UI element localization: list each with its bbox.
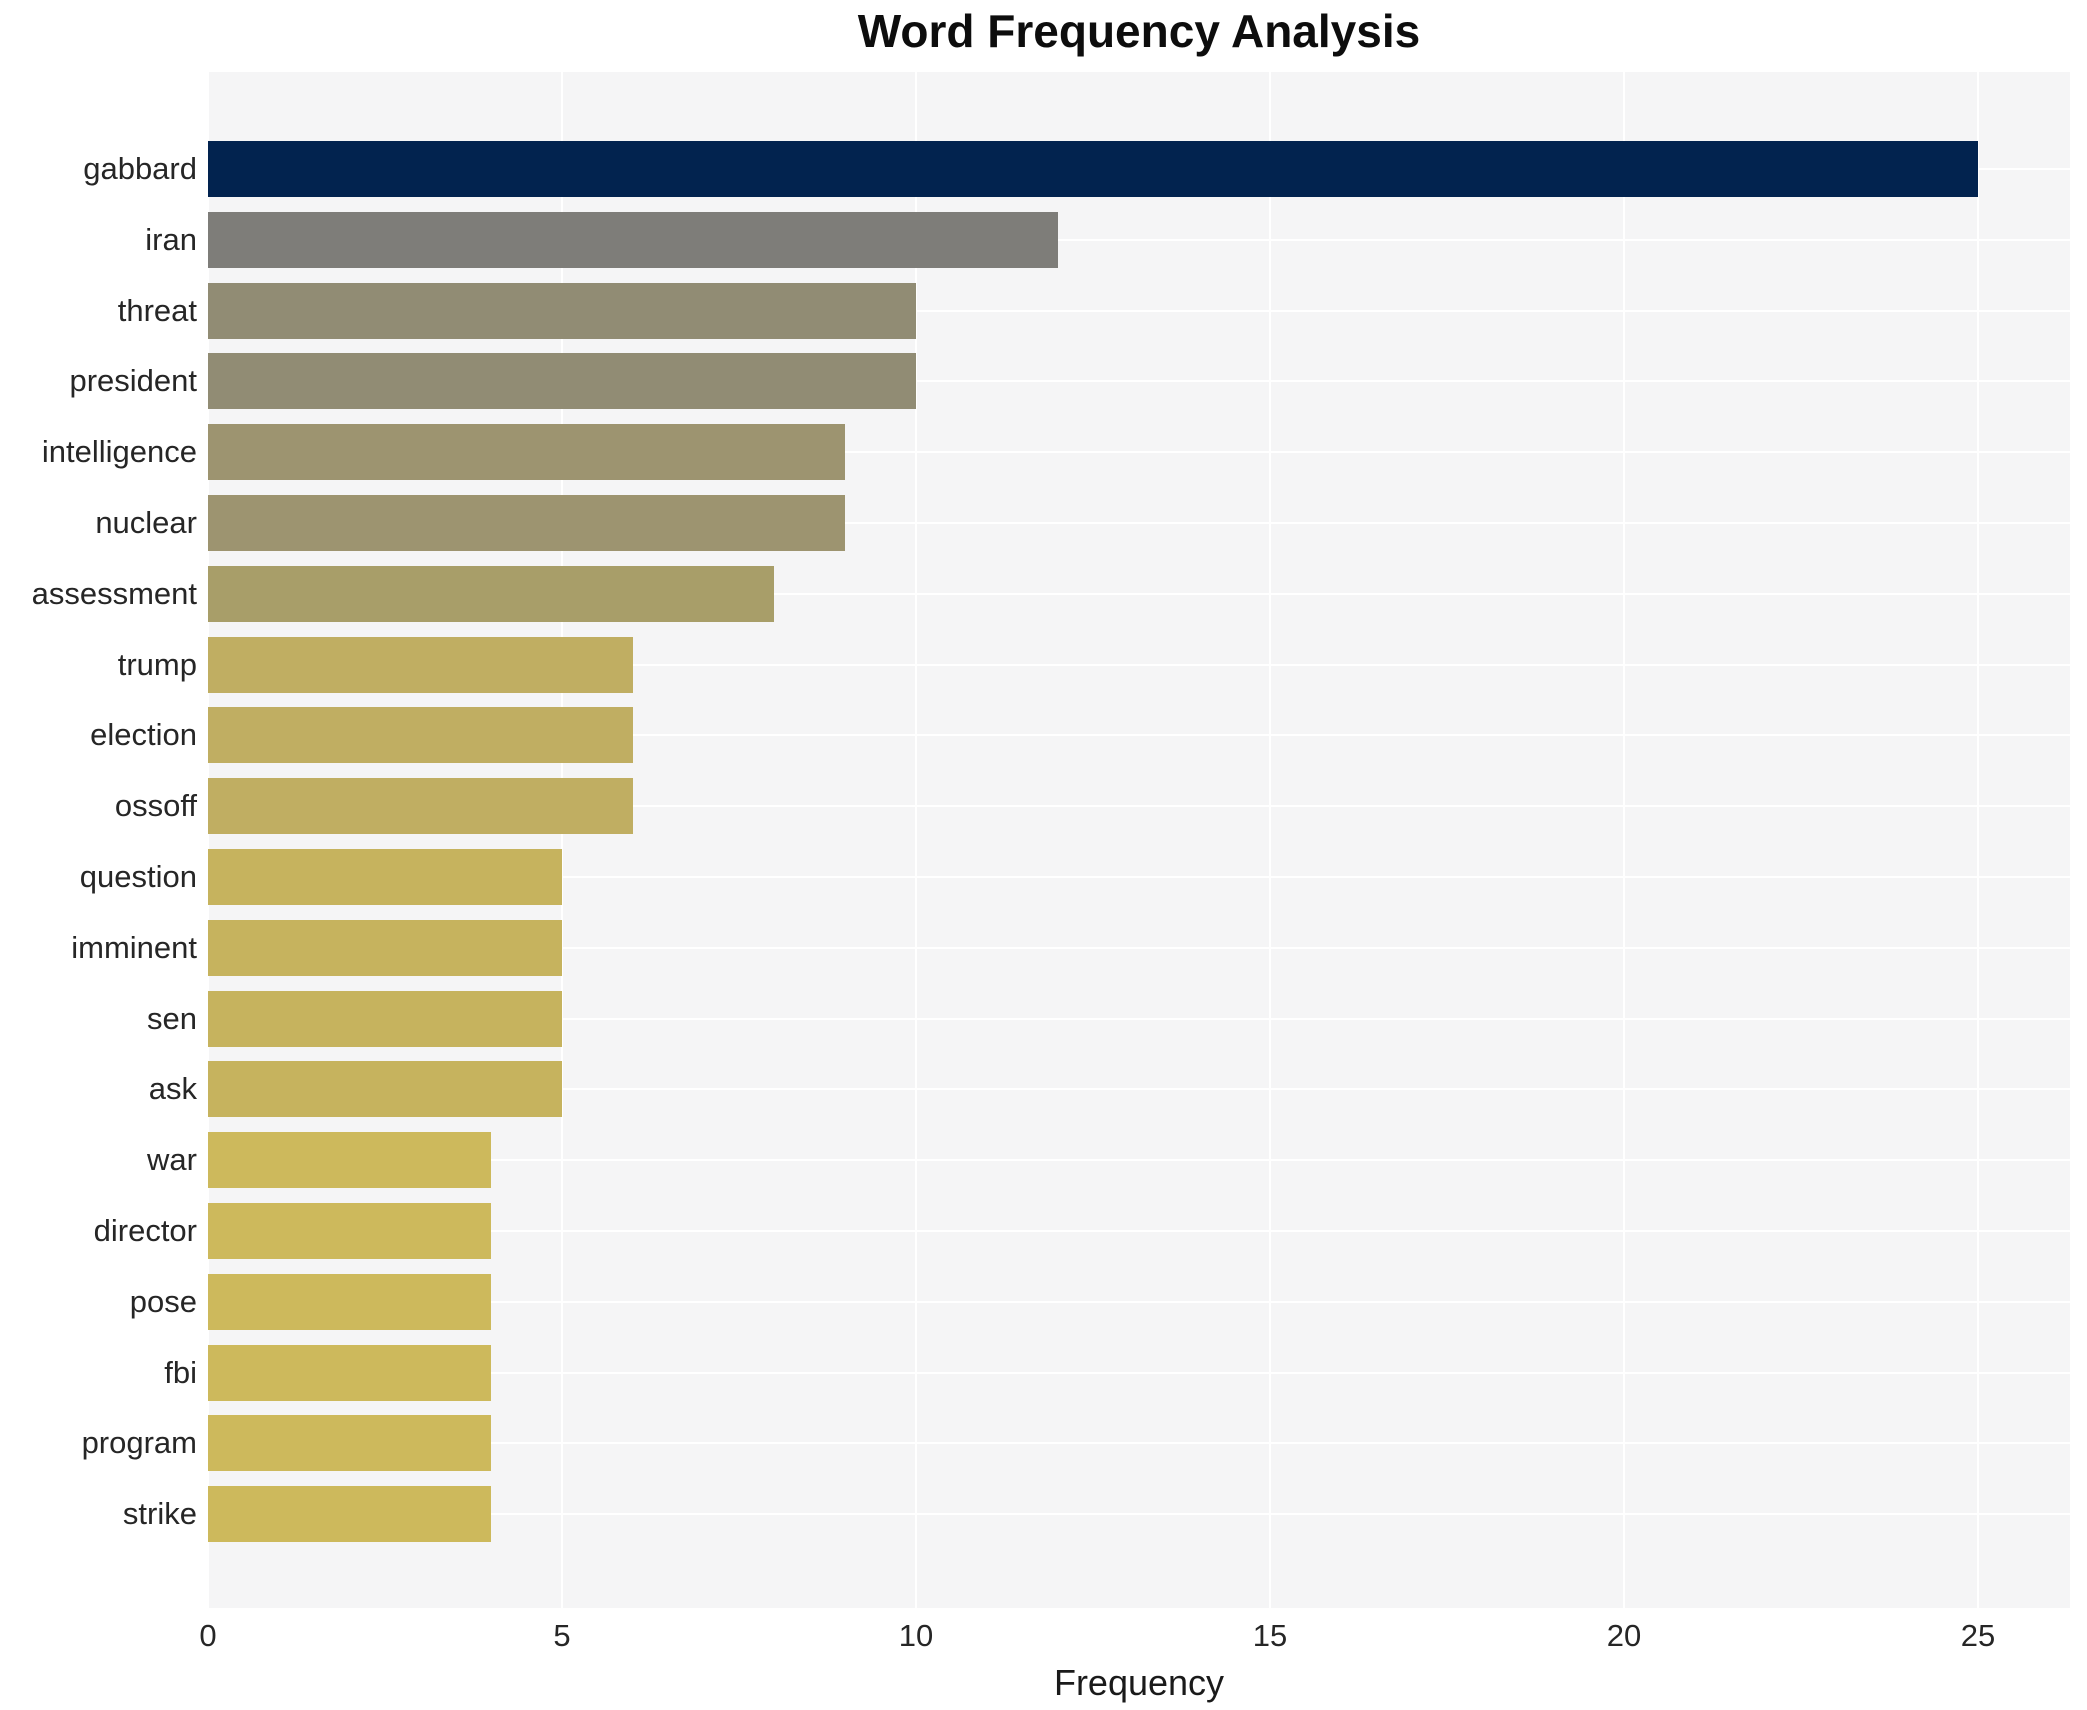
horizontal-gridline-ossoff — [208, 805, 2070, 808]
bar-ask — [208, 1061, 562, 1118]
bar-director — [208, 1203, 492, 1259]
y-label-pose: pose — [129, 1283, 197, 1319]
x-tick-label-0: 0 — [199, 1618, 217, 1653]
y-label-war: war — [147, 1142, 197, 1178]
horizontal-gridline-threat — [208, 309, 2070, 312]
horizontal-gridline-assessment — [208, 592, 2070, 595]
y-label-nuclear: nuclear — [95, 505, 197, 540]
bar-question — [208, 849, 562, 905]
x-axis-title: Frequency — [1053, 1662, 1225, 1703]
horizontal-gridline-strike — [208, 1513, 2070, 1516]
y-label-sen: sen — [147, 1000, 197, 1036]
horizontal-gridline-program — [208, 1442, 2070, 1445]
horizontal-gridline-imminent — [208, 946, 2070, 949]
horizontal-gridline-president — [208, 380, 2070, 383]
x-tick-label-25: 25 — [1960, 1618, 1996, 1653]
y-label-director: director — [93, 1213, 197, 1248]
horizontal-gridline-ask — [208, 1088, 2070, 1091]
y-label-question: question — [79, 859, 197, 894]
chart-title: Word Frequency Analysis — [857, 5, 1421, 57]
y-label-assessment: assessment — [31, 575, 197, 611]
y-label-president: president — [69, 363, 197, 399]
vertical-gridline-20 — [1623, 72, 1625, 1608]
bar-gabbard — [208, 141, 1978, 197]
horizontal-gridline-nuclear — [208, 522, 2070, 524]
bar-strike — [208, 1486, 492, 1543]
bar-election — [208, 707, 633, 764]
horizontal-gridline-iran — [208, 238, 2070, 241]
y-label-gabbard: gabbard — [83, 151, 197, 186]
x-tick-label-5: 5 — [553, 1618, 571, 1653]
bar-fbi — [208, 1344, 492, 1401]
bar-intelligence — [208, 424, 846, 481]
bar-trump — [208, 636, 633, 693]
x-tick-label-15: 15 — [1252, 1618, 1288, 1653]
bar-ossoff — [208, 778, 633, 835]
y-label-trump: trump — [117, 646, 197, 682]
horizontal-gridline-election — [208, 734, 2070, 737]
y-label-election: election — [90, 717, 197, 753]
y-label-threat: threat — [117, 292, 197, 328]
y-label-ask: ask — [148, 1071, 197, 1107]
y-label-ossoff: ossoff — [114, 788, 197, 824]
y-label-intelligence: intelligence — [41, 434, 197, 470]
bar-program — [208, 1415, 492, 1472]
bar-assessment — [208, 565, 775, 622]
y-label-program: program — [81, 1425, 197, 1461]
bar-pose — [208, 1273, 492, 1330]
horizontal-gridline-pose — [208, 1300, 2070, 1303]
vertical-gridline-0 — [207, 72, 209, 1608]
vertical-gridline-10 — [915, 72, 917, 1608]
horizontal-gridline-fbi — [208, 1371, 2070, 1374]
horizontal-gridline-trump — [208, 663, 2070, 666]
bar-president — [208, 353, 916, 410]
horizontal-gridline-director — [208, 1230, 2070, 1232]
bar-iran — [208, 211, 1058, 268]
y-label-iran: iran — [145, 221, 197, 257]
horizontal-gridline-sen — [208, 1017, 2070, 1020]
y-label-fbi: fbi — [164, 1354, 197, 1390]
vertical-gridline-25 — [1977, 72, 1979, 1608]
vertical-gridline-15 — [1269, 72, 1271, 1608]
bar-nuclear — [208, 495, 846, 551]
horizontal-gridline-intelligence — [208, 451, 2070, 454]
bar-threat — [208, 282, 916, 339]
vertical-gridline-5 — [561, 72, 563, 1608]
plot-area — [207, 72, 2070, 1608]
bar-war — [208, 1132, 492, 1189]
y-label-imminent: imminent — [71, 929, 197, 965]
y-label-strike: strike — [122, 1496, 197, 1532]
x-tick-label-20: 20 — [1606, 1618, 1642, 1653]
x-tick-label-10: 10 — [898, 1618, 934, 1653]
horizontal-gridline-war — [208, 1159, 2070, 1162]
bar-sen — [208, 990, 562, 1047]
bar-imminent — [208, 919, 562, 976]
horizontal-gridline-question — [208, 876, 2070, 878]
